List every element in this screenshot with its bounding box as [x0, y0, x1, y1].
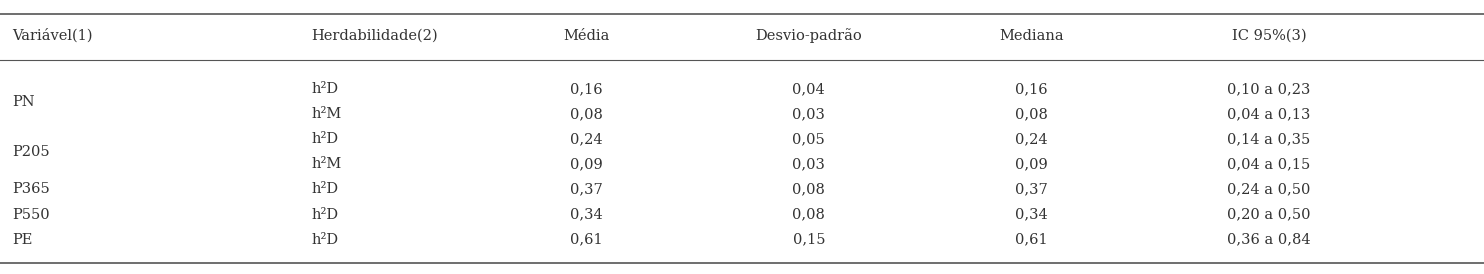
Text: h²M: h²M	[312, 157, 341, 172]
Text: IC 95%(3): IC 95%(3)	[1232, 28, 1306, 43]
Text: 0,09: 0,09	[1015, 157, 1048, 172]
Text: Herdabilidade(2): Herdabilidade(2)	[312, 28, 438, 43]
Text: 0,24 a 0,50: 0,24 a 0,50	[1227, 182, 1310, 196]
Text: 0,04: 0,04	[792, 82, 825, 96]
Text: P550: P550	[12, 207, 49, 221]
Text: 0,20 a 0,50: 0,20 a 0,50	[1227, 207, 1310, 221]
Text: 0,34: 0,34	[570, 207, 603, 221]
Text: Desvio-padrão: Desvio-padrão	[755, 28, 862, 43]
Text: 0,04 a 0,13: 0,04 a 0,13	[1227, 107, 1310, 121]
Text: 0,15: 0,15	[792, 233, 825, 247]
Text: h²D: h²D	[312, 132, 338, 146]
Text: 0,03: 0,03	[792, 157, 825, 172]
Text: Média: Média	[562, 28, 610, 43]
Text: h²D: h²D	[312, 182, 338, 196]
Text: 0,09: 0,09	[570, 157, 603, 172]
Text: 0,05: 0,05	[792, 132, 825, 146]
Text: 0,08: 0,08	[570, 107, 603, 121]
Text: 0,08: 0,08	[1015, 107, 1048, 121]
Text: 0,37: 0,37	[570, 182, 603, 196]
Text: Mediana: Mediana	[999, 28, 1064, 43]
Text: 0,10 a 0,23: 0,10 a 0,23	[1227, 82, 1310, 96]
Text: 0,34: 0,34	[1015, 207, 1048, 221]
Text: 0,14 a 0,35: 0,14 a 0,35	[1227, 132, 1310, 146]
Text: PE: PE	[12, 233, 33, 247]
Text: 0,08: 0,08	[792, 182, 825, 196]
Text: 0,16: 0,16	[570, 82, 603, 96]
Text: h²D: h²D	[312, 233, 338, 247]
Text: 0,37: 0,37	[1015, 182, 1048, 196]
Text: 0,24: 0,24	[1015, 132, 1048, 146]
Text: h²D: h²D	[312, 207, 338, 221]
Text: 0,24: 0,24	[570, 132, 603, 146]
Text: P205: P205	[12, 145, 49, 159]
Text: P365: P365	[12, 182, 49, 196]
Text: 0,03: 0,03	[792, 107, 825, 121]
Text: 0,36 a 0,84: 0,36 a 0,84	[1227, 233, 1310, 247]
Text: h²M: h²M	[312, 107, 341, 121]
Text: 0,16: 0,16	[1015, 82, 1048, 96]
Text: 0,61: 0,61	[1015, 233, 1048, 247]
Text: h²D: h²D	[312, 82, 338, 96]
Text: 0,61: 0,61	[570, 233, 603, 247]
Text: 0,08: 0,08	[792, 207, 825, 221]
Text: Variável(1): Variável(1)	[12, 28, 92, 43]
Text: 0,04 a 0,15: 0,04 a 0,15	[1227, 157, 1310, 172]
Text: PN: PN	[12, 95, 34, 109]
